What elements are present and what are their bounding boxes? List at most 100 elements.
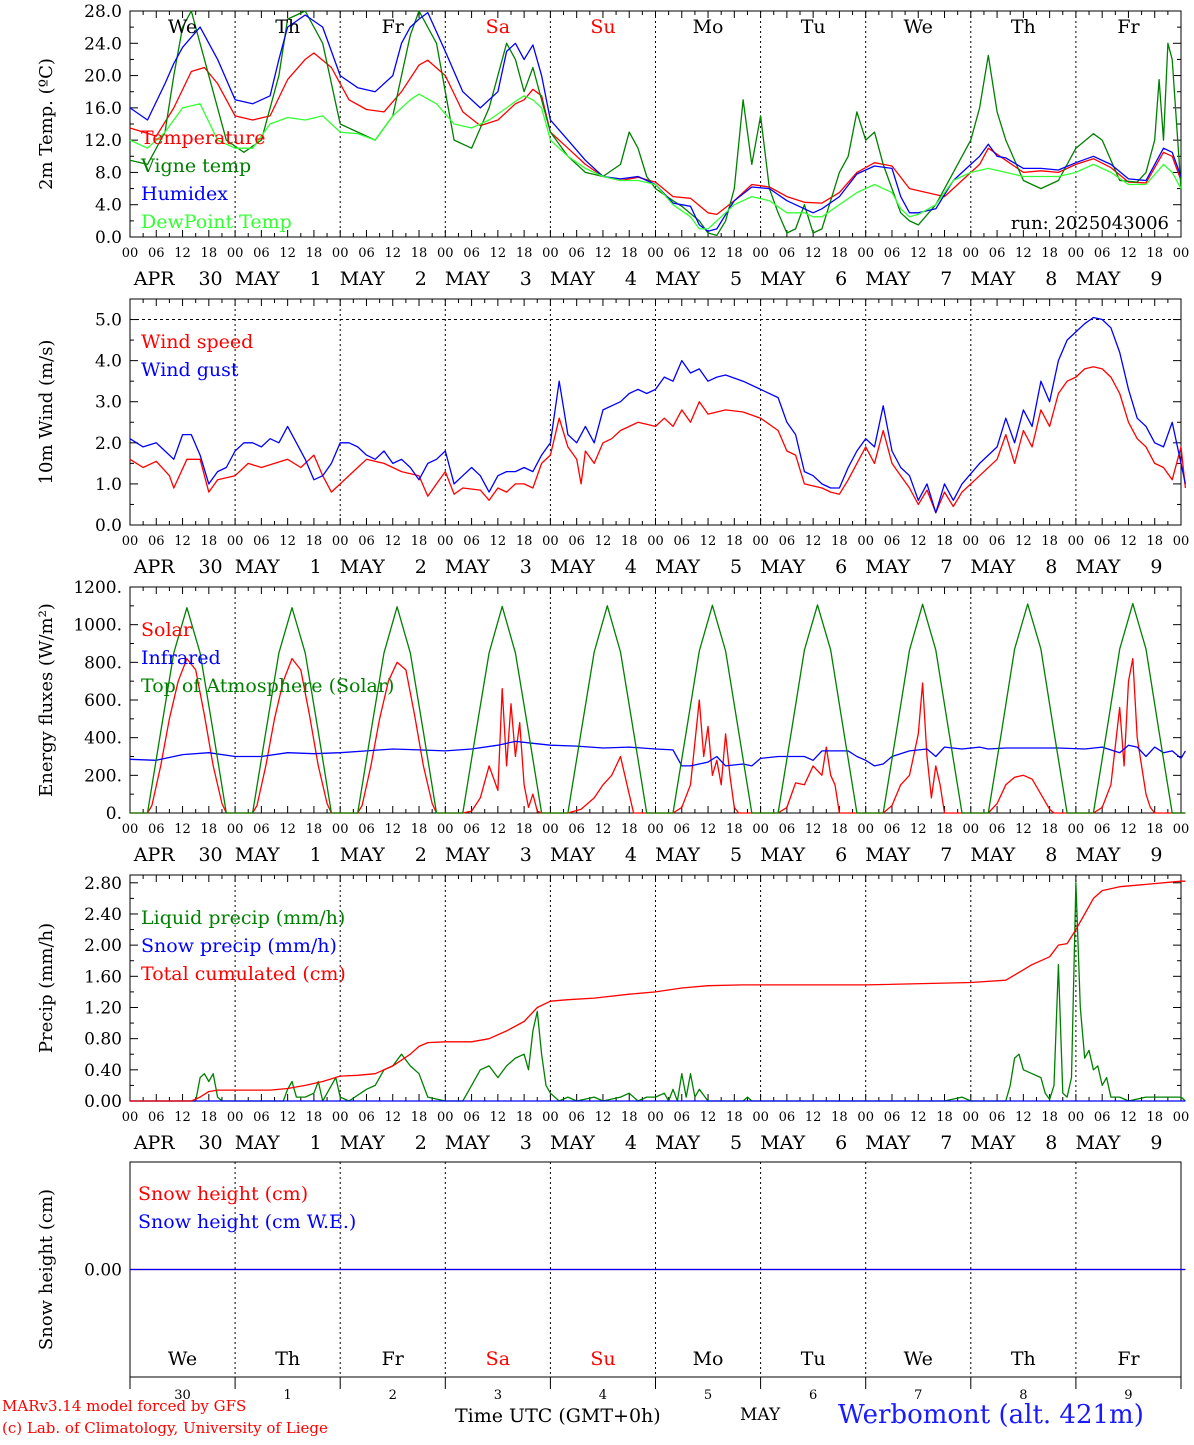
hour-label: 12 (1015, 246, 1032, 261)
series-line-liquid-precip-mm-h- (130, 882, 1186, 1102)
hour-label: 18 (1041, 246, 1058, 261)
date-month-label: MAY (550, 268, 595, 290)
hour-label: 12 (805, 822, 822, 837)
hour-label: 18 (201, 822, 218, 837)
hour-label: 12 (279, 1110, 296, 1125)
date-month-label: MAY (970, 844, 1015, 866)
y-axis-label: Snow height (cm) (36, 1189, 57, 1350)
hour-label: 18 (621, 1110, 638, 1125)
date-day-label: 1 (310, 556, 322, 578)
y-tick-label: 1000. (73, 616, 122, 636)
hour-label: 06 (1094, 246, 1111, 261)
hour-label: 06 (674, 246, 691, 261)
date-month-label: MAY (865, 844, 910, 866)
date-month-label: APR (133, 556, 176, 578)
hour-label: 06 (463, 1110, 480, 1125)
date-month-label: MAY (235, 556, 280, 578)
hour-label: 00 (437, 534, 454, 549)
hour-label: 06 (1094, 534, 1111, 549)
date-day-label: 9 (1150, 268, 1162, 290)
legend-entry: DewPoint Temp (141, 211, 292, 233)
hour-label: 00 (857, 246, 874, 261)
hour-label: 12 (700, 246, 717, 261)
hour-label: 18 (411, 534, 428, 549)
hour-label: 12 (805, 246, 822, 261)
hour-label: 06 (253, 822, 270, 837)
date-month-label: MAY (445, 1132, 490, 1154)
date-day-label: 8 (1045, 556, 1057, 578)
hour-label: 18 (831, 534, 848, 549)
day-number-label: 8 (1019, 1388, 1027, 1403)
day-number-label: 5 (704, 1388, 712, 1403)
y-tick-label: 5.0 (95, 311, 122, 331)
hour-label: 18 (1146, 534, 1163, 549)
hour-label: 00 (227, 246, 244, 261)
hour-label: 18 (201, 246, 218, 261)
date-day-label: 4 (625, 844, 637, 866)
weekday-label: We (168, 16, 197, 38)
hour-label: 12 (595, 246, 612, 261)
hour-label: 18 (831, 1110, 848, 1125)
hour-label: 12 (805, 534, 822, 549)
hour-label: 00 (857, 822, 874, 837)
y-tick-label: 2.0 (95, 434, 122, 454)
hour-label: 06 (463, 822, 480, 837)
date-month-label: MAY (340, 844, 385, 866)
date-day-label: 5 (730, 556, 742, 578)
legend-entry: Wind gust (141, 359, 239, 381)
hour-label: 06 (358, 822, 375, 837)
date-month-label: APR (133, 844, 176, 866)
legend-entry: Snow precip (mm/h) (141, 935, 337, 957)
date-day-label: 4 (625, 556, 637, 578)
series-line-dewpoint-temp (129, 93, 1182, 230)
hour-label: 00 (1173, 822, 1190, 837)
weekday-label: Mo (693, 16, 724, 38)
y-tick-label: 800. (84, 653, 122, 673)
hour-label: 06 (989, 822, 1006, 837)
legend-entry: Solar (141, 619, 193, 641)
date-month-label: MAY (1075, 556, 1120, 578)
series-line-solar (130, 657, 1186, 814)
date-month-label: MAY (550, 1132, 595, 1154)
date-month-label: MAY (235, 268, 280, 290)
weekday-label: Su (590, 16, 615, 38)
hour-label: 06 (148, 534, 165, 549)
run-label: run: 2025043006 (1011, 213, 1169, 234)
hour-label: 12 (595, 534, 612, 549)
hour-label: 00 (752, 534, 769, 549)
weekday-label: Sa (486, 1348, 510, 1370)
hour-label: 18 (831, 822, 848, 837)
weekday-label: Fr (382, 1348, 405, 1370)
date-day-label: 7 (940, 1132, 952, 1154)
legend-entry: Snow height (cm W.E.) (138, 1211, 356, 1233)
hour-label: 00 (647, 246, 664, 261)
y-tick-label: 600. (84, 691, 122, 711)
hour-label: 00 (332, 534, 349, 549)
date-day-label: 5 (730, 1132, 742, 1154)
y-tick-label: 0. (106, 804, 122, 824)
hour-label: 18 (201, 1110, 218, 1125)
weekday-label: Th (275, 16, 300, 38)
date-month-label: MAY (340, 1132, 385, 1154)
weekday-label: Fr (1117, 1348, 1140, 1370)
lab-credit: (c) Lab. of Climatology, University of L… (2, 1419, 328, 1437)
legend-entry: Snow height (cm) (138, 1183, 308, 1205)
y-tick-label: 28.0 (84, 2, 122, 22)
y-tick-label: 1200. (73, 578, 122, 598)
hour-label: 12 (279, 534, 296, 549)
day-number-label: 1 (284, 1388, 292, 1403)
hour-label: 18 (1041, 822, 1058, 837)
hour-label: 12 (174, 534, 191, 549)
hour-label: 00 (1173, 534, 1190, 549)
hour-label: 12 (700, 1110, 717, 1125)
hour-label: 00 (1173, 1110, 1190, 1125)
weekday-label: Sa (486, 16, 510, 38)
hour-label: 00 (647, 1110, 664, 1125)
hour-label: 00 (1068, 822, 1085, 837)
series-line-vigne-temp (129, 10, 1182, 237)
series-line-total-cumulated-cm- (130, 880, 1186, 1102)
model-credit: MARv3.14 model forced by GFS (2, 1397, 247, 1415)
hour-label: 18 (936, 246, 953, 261)
y-tick-label: 2.00 (84, 936, 122, 956)
